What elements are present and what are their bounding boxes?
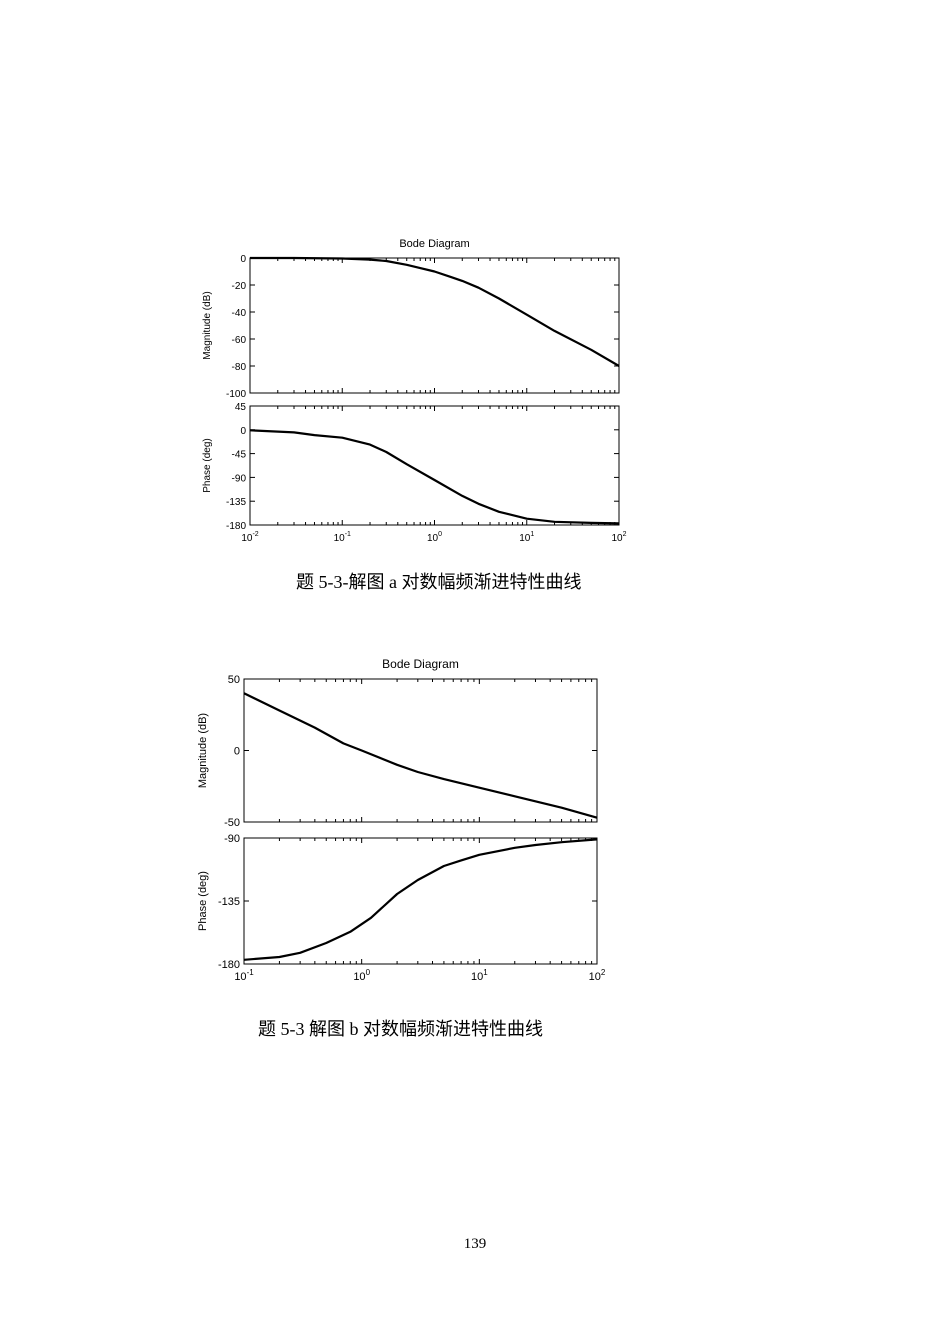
y-tick-label: -135 <box>226 497 246 508</box>
x-tick-label: 102 <box>611 531 626 544</box>
x-tick-label: 100 <box>427 531 442 544</box>
y-tick-label: 0 <box>240 254 246 265</box>
y-tick-label: -80 <box>232 362 247 373</box>
x-tick-label: 10-1 <box>234 968 254 983</box>
y-tick-label: 0 <box>234 746 240 758</box>
y-tick-label: -135 <box>218 896 240 908</box>
page-number: 139 <box>463 1236 487 1252</box>
x-tick-label: 102 <box>589 968 606 983</box>
series-line <box>243 838 598 961</box>
axes-frame <box>243 678 598 823</box>
caption-a: 题 5-3-解图 a 对数幅频渐进特性曲线 <box>296 572 582 592</box>
y-axis-label: Magnitude (dB) <box>202 291 213 359</box>
y-tick-label: -60 <box>232 335 247 346</box>
axes-frame <box>243 837 598 965</box>
y-axis-label: Magnitude (dB) <box>197 713 209 788</box>
y-axis-label: Phase (deg) <box>197 871 209 931</box>
y-tick-label: -180 <box>218 959 240 971</box>
x-tick-label: 10-1 <box>334 531 351 544</box>
x-tick-label: 101 <box>519 531 534 544</box>
y-axis-label: Phase (deg) <box>202 438 213 492</box>
x-tick-label: 10-2 <box>241 531 258 544</box>
y-tick-label: -180 <box>226 521 246 532</box>
axes-frame <box>249 257 620 394</box>
x-tick-label: 100 <box>353 968 370 983</box>
y-tick-label: -90 <box>232 473 247 484</box>
series-line <box>243 692 598 819</box>
x-tick-label: 101 <box>471 968 488 983</box>
series-line <box>249 429 620 525</box>
y-tick-label: 45 <box>235 402 247 413</box>
y-tick-label: -20 <box>232 281 247 292</box>
y-tick-label: -45 <box>232 450 247 461</box>
chart-title: Bode Diagram <box>399 238 469 250</box>
y-tick-label: -90 <box>224 833 240 845</box>
caption-b: 题 5-3 解图 b 对数幅频渐进特性曲线 <box>258 1019 543 1039</box>
axes-frame <box>249 405 620 526</box>
y-tick-label: -100 <box>226 389 246 400</box>
y-tick-label: -50 <box>224 817 240 829</box>
y-tick-label: 0 <box>240 426 246 437</box>
series-line <box>250 256 620 367</box>
chart-title: Bode Diagram <box>382 657 459 671</box>
y-tick-label: -40 <box>232 308 247 319</box>
y-tick-label: 50 <box>228 674 240 686</box>
